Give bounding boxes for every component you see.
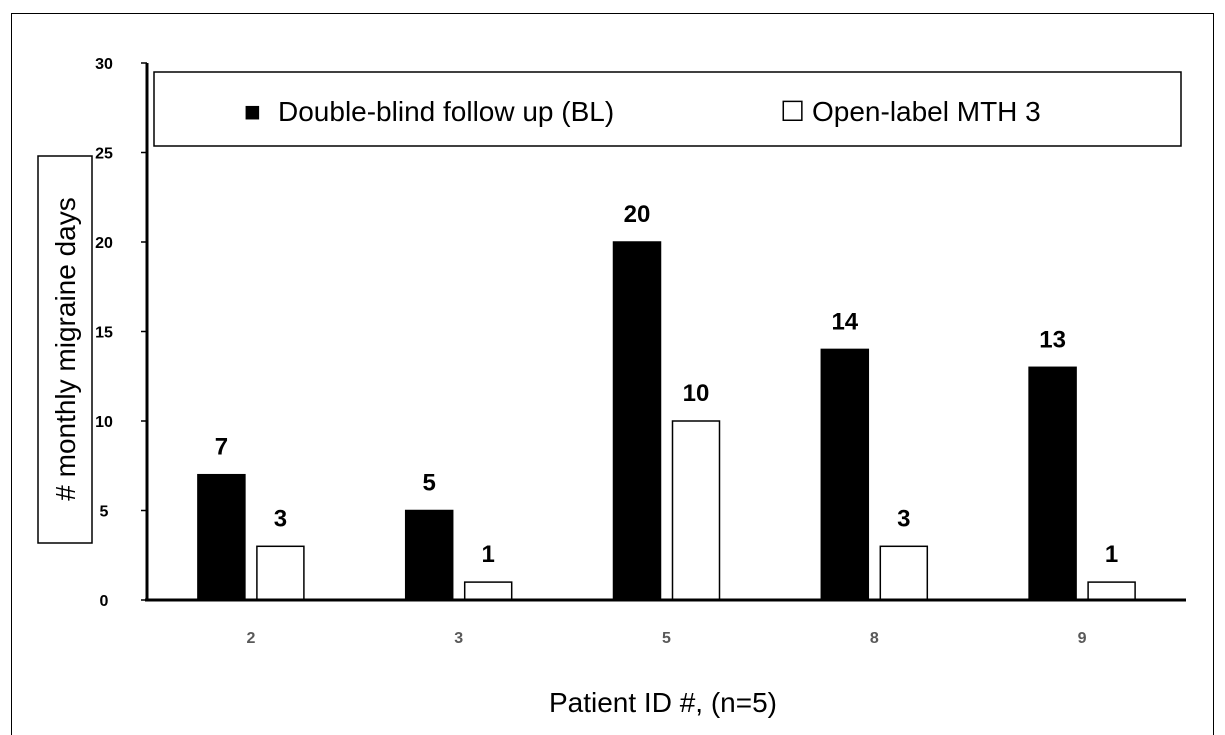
y-tick-label: 15 [95,325,113,342]
data-label: 3 [897,505,910,532]
data-label: 1 [482,541,495,568]
x-tick-label: 9 [1078,630,1087,647]
x-tick-label: 5 [662,630,671,647]
y-tick-label: 20 [95,235,113,252]
y-tick-label: 0 [100,593,109,610]
data-label: 7 [215,434,228,461]
bars-layer [197,241,1136,601]
y-tick-label: 30 [95,56,113,73]
bar-series-2-cat-2 [256,545,305,601]
legend-box [153,71,1182,147]
bar-series-1-cat-9 [1028,366,1077,601]
data-label: 5 [423,470,436,497]
x-tick-label: 3 [454,630,463,647]
y-tick-label: 10 [95,414,113,431]
bar-series-1-cat-8 [820,348,870,601]
y-axis-title: # monthly migraine days [50,197,81,500]
data-label: 14 [831,308,858,335]
data-label: 10 [683,380,710,407]
bar-series-2-cat-3 [463,581,513,601]
bar-series-1-cat-5 [612,241,662,601]
y-axis-title-box [37,155,93,544]
legend-marker-empty: ☐ [780,96,805,127]
legend: ■ Double-blind follow up (BL) ☐ Open-lab… [153,71,1182,147]
chart-frame [11,13,1214,735]
legend-label-series-1: Double-blind follow up (BL) [278,96,614,127]
bar-series-2-cat-8 [879,545,929,601]
x-axis-title: Patient ID #, (n=5) [549,687,777,718]
data-label: 1 [1105,541,1118,568]
bar-series-1-cat-3 [404,509,454,601]
bar-series-1-cat-2 [197,473,246,601]
x-tick-label: 8 [870,630,879,647]
bar-series-2-cat-5 [671,420,721,601]
data-label: 3 [274,505,287,532]
y-tick-label: 25 [95,146,113,163]
data-labels-layer: 7 3 5 1 20 10 14 3 13 1 [215,201,1119,568]
y-tick-label: 5 [100,504,109,521]
data-label: 13 [1039,326,1066,353]
bar-series-2-cat-9 [1087,581,1136,601]
legend-marker-filled: ■ [244,96,261,127]
data-label: 20 [624,201,651,228]
x-tick-label: 2 [246,630,255,647]
legend-label-series-2: Open-label MTH 3 [812,96,1041,127]
y-axis-title-group: # monthly migraine days [37,155,93,544]
